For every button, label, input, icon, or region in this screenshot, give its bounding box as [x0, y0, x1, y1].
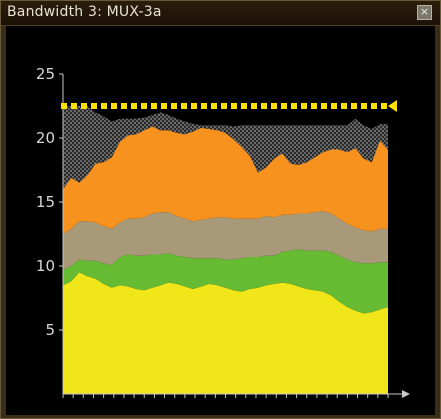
- limit-marker-icon[interactable]: [388, 100, 397, 112]
- y-tick-label: 5: [45, 321, 55, 339]
- window-frame-right: [435, 26, 440, 418]
- y-tick-label: 25: [36, 65, 55, 83]
- x-axis-arrow-icon: [402, 390, 410, 398]
- y-tick-label: 15: [36, 193, 55, 211]
- bandwidth-area-chart: 5 10 15 20 25: [6, 26, 435, 415]
- y-tick-label: 10: [36, 257, 55, 275]
- window-frame-bottom: [1, 415, 440, 418]
- y-tick-labels: 5 10 15 20 25: [36, 65, 63, 339]
- title-bar[interactable]: Bandwidth 3: MUX-3a ×: [1, 1, 440, 26]
- close-icon[interactable]: ×: [417, 5, 432, 20]
- y-tick-label: 20: [36, 129, 55, 147]
- area-series-group: [63, 106, 388, 394]
- window-title: Bandwidth 3: MUX-3a: [7, 4, 162, 20]
- limit-line-group: [61, 100, 397, 112]
